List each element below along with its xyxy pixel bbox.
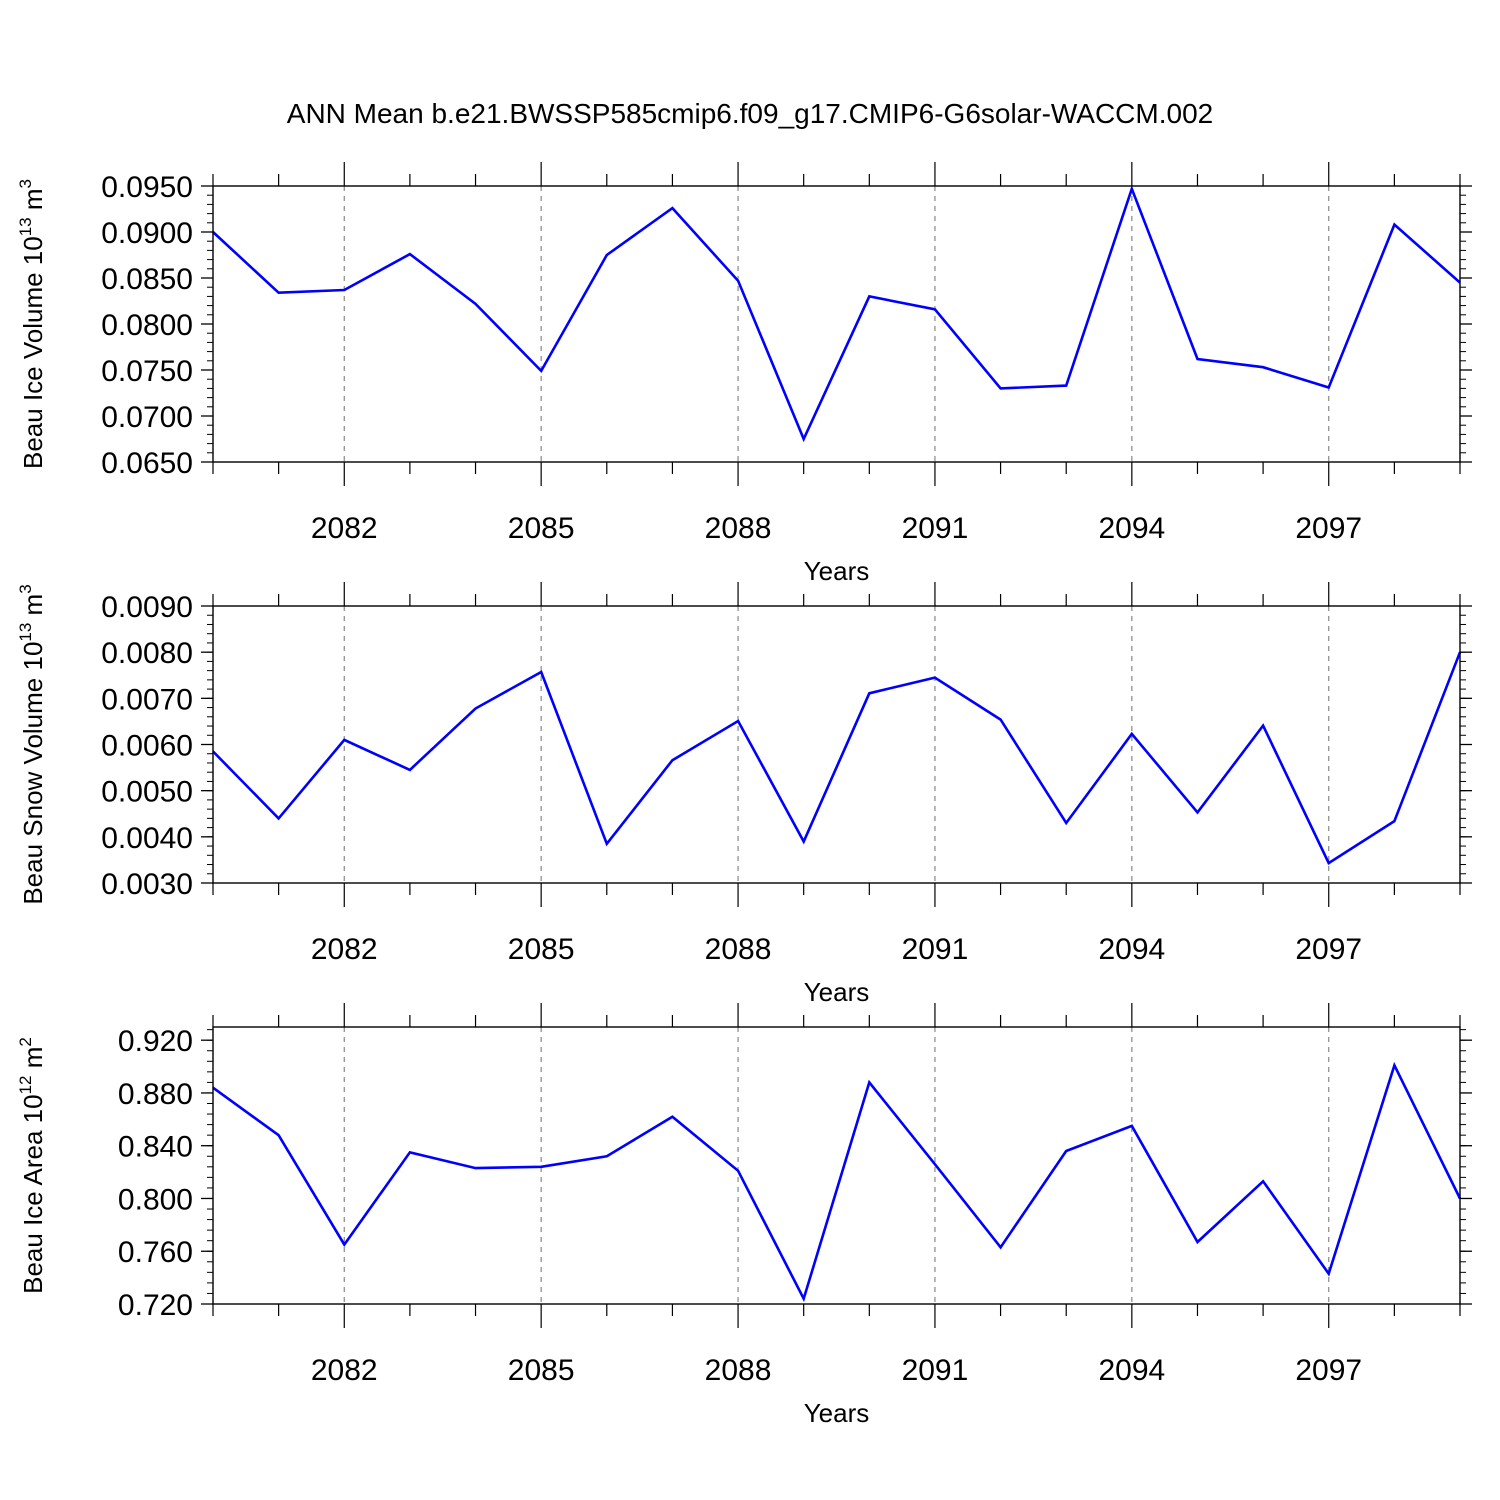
y-axis-label-text: Beau Snow Volume 10 [18,642,48,905]
x-tick-label: 2088 [705,1354,772,1387]
y-axis-label-text: Beau Ice Volume 10 [18,236,48,469]
x-tick-label: 2082 [311,933,378,966]
y-tick-label: 0.0800 [101,309,193,342]
y-tick-label: 0.0850 [101,263,193,296]
plot-frame [212,605,1461,884]
x-tick-label: 2097 [1295,512,1362,545]
y-tick-label: 0.0040 [101,822,193,855]
x-tick-label: 2088 [705,933,772,966]
y-tick-label: 0.0030 [101,868,193,901]
y-tick-label: 0.0080 [101,637,193,670]
y-axis-label-unit-exponent: 2 [16,1037,35,1046]
x-tick-label: 2085 [508,512,575,545]
x-tick-label: 2082 [311,512,378,545]
x-tick-label: 2085 [508,933,575,966]
y-axis-label-unit: m [18,1047,48,1076]
y-tick-label: 0.840 [118,1131,193,1164]
plot-frame [212,1026,1461,1305]
x-axis-label: Years [804,556,870,586]
x-tick-label: 2085 [508,1354,575,1387]
y-axis-label-unit-exponent: 3 [16,179,35,188]
series-line [212,1061,1462,1303]
y-axis-label-exponent: 13 [16,217,35,236]
y-tick-label: 0.0090 [101,591,193,624]
y-tick-label: 0.0050 [101,776,193,809]
y-tick-label: 0.0900 [101,217,193,250]
x-tick-label: 2097 [1295,1354,1362,1387]
y-tick-label: 0.0070 [101,683,193,716]
chart-panel-3: 0.720 0.760 0.800 0.840 0.880 0.920 2082 2085 20… [16,1003,1472,1428]
chart-panel-2: 0.0030 0.0040 0.0050 0.0060 0.0070 0.0080 0.00… [16,582,1472,1007]
x-axis-label: Years [804,977,870,1007]
x-tick-label: 2094 [1098,933,1165,966]
x-tick-label: 2082 [311,1354,378,1387]
series-line [212,651,1462,865]
x-tick-label: 2091 [902,512,969,545]
chart-panel-1: 0.0650 0.0700 0.0750 0.0800 0.0850 0.0900 0.09… [16,162,1472,586]
y-axis-label: Beau Snow Volume 1013 m3 [16,584,48,904]
y-tick-label: 0.0950 [101,171,193,204]
y-tick-label: 0.0060 [101,730,193,763]
y-axis-label-unit-exponent: 3 [16,584,35,593]
y-axis-label-text: Beau Ice Area 10 [18,1094,48,1293]
y-tick-label: 0.0750 [101,355,193,388]
x-tick-label: 2097 [1295,933,1362,966]
y-tick-label: 0.920 [118,1025,193,1058]
y-axis-label-exponent: 12 [16,1075,35,1094]
panels: 0.0650 0.0700 0.0750 0.0800 0.0850 0.0900 0.09… [16,162,1472,1428]
x-tick-label: 2088 [705,512,772,545]
y-axis-label-exponent: 13 [16,623,35,642]
series-line [212,184,1461,443]
y-axis-label: Beau Ice Volume 1013 m3 [16,179,48,469]
x-tick-label: 2091 [902,1354,969,1387]
y-tick-label: 0.0700 [101,401,193,434]
y-axis-label-unit: m [18,188,48,217]
y-tick-label: 0.0650 [101,447,193,480]
plot-frame [212,185,1461,463]
figure-title: ANN Mean b.e21.BWSSP585cmip6.f09_g17.CMI… [287,98,1213,129]
y-tick-label: 0.760 [118,1236,193,1269]
y-axis-label: Beau Ice Area 1012 m2 [16,1037,48,1294]
y-axis-label-unit: m [18,594,48,623]
x-tick-label: 2094 [1098,1354,1165,1387]
x-axis-label: Years [804,1398,870,1428]
x-tick-label: 2091 [902,933,969,966]
y-tick-label: 0.880 [118,1078,193,1111]
y-tick-label: 0.720 [118,1289,193,1322]
y-tick-label: 0.800 [118,1183,193,1216]
x-tick-label: 2094 [1098,512,1165,545]
